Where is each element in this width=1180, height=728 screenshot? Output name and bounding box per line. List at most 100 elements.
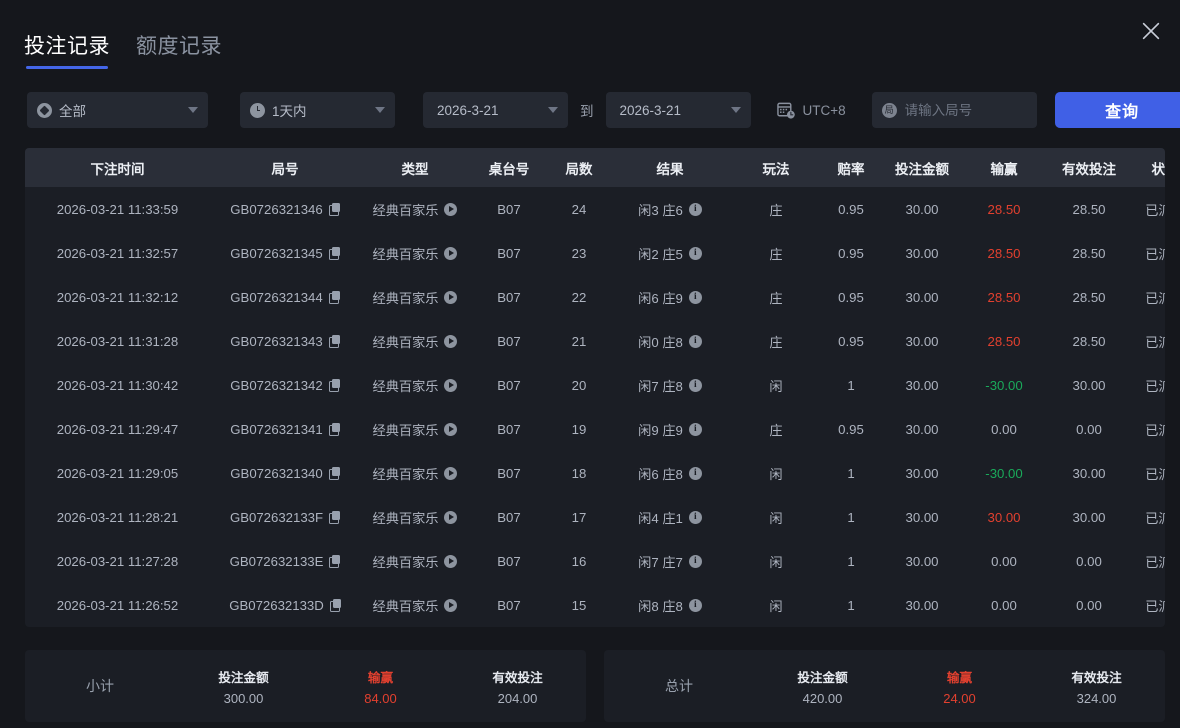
play-icon[interactable] (444, 378, 458, 392)
copy-icon[interactable] (328, 247, 340, 260)
cell-valid-bet: 30.00 (1072, 509, 1106, 525)
game-type-text: 经典百家乐 (372, 246, 439, 262)
cell-game-count: 19 (571, 421, 587, 437)
copy-icon[interactable] (329, 511, 341, 524)
copy-icon[interactable] (329, 555, 341, 568)
info-icon[interactable]: i (688, 334, 702, 348)
cell-table-no: B07 (497, 465, 521, 481)
cell-winloss: 28.50 (987, 201, 1021, 217)
table-row[interactable]: 2026-03-21 11:30:42 GB0726321342 经典百家乐 B07 2… (25, 363, 1165, 407)
close-icon (1142, 22, 1160, 40)
play-icon[interactable] (444, 598, 458, 612)
table-row[interactable]: 2026-03-21 11:31:28 GB0726321343 经典百家乐 B07 2… (25, 319, 1165, 363)
tab-betting-records-label: 投注记录 (24, 35, 110, 58)
summary-footer: 小计 投注金额 300.00 输赢 84.00 有效投注 204.00 总计 (25, 650, 1165, 722)
spade-circle-icon (37, 102, 52, 118)
round-search-box[interactable]: 局 (871, 92, 1037, 128)
total-card: 总计 投注金额 420.00 输赢 24.00 有效投注 324.00 (604, 650, 1165, 722)
close-button[interactable] (1134, 14, 1168, 48)
cell-time: 2026-03-21 11:29:05 (56, 465, 179, 481)
result-text: 闲0 庄8 (638, 334, 683, 350)
query-button[interactable]: 查询 (1054, 92, 1180, 128)
cell-valid-bet: 30.00 (1072, 377, 1106, 393)
game-type-select[interactable]: 全部 (27, 92, 208, 128)
cell-status: 已派彩 (1145, 510, 1165, 526)
result-text: 闲6 庄8 (638, 466, 683, 482)
copy-icon[interactable] (329, 599, 341, 612)
cell-play-type: 闲 (769, 598, 783, 614)
game-type-text: 经典百家乐 (372, 554, 439, 570)
cell-table-no: B07 (497, 509, 521, 525)
copy-icon[interactable] (328, 203, 340, 216)
cell-type: 经典百家乐 (360, 231, 470, 275)
game-type-value: 全部 (59, 104, 86, 119)
table-row[interactable]: 2026-03-21 11:26:52 GB072632133D 经典百家乐 B07 1… (25, 583, 1165, 627)
play-icon[interactable] (444, 246, 458, 260)
tab-credit-records[interactable]: 额度记录 (136, 30, 222, 69)
tab-betting-records[interactable]: 投注记录 (24, 30, 110, 69)
play-icon[interactable] (444, 202, 458, 216)
date-from-select[interactable]: 2026-3-21 (423, 92, 568, 128)
info-icon[interactable]: i (688, 598, 702, 612)
table-row[interactable]: 2026-03-21 11:28:21 GB072632133F 经典百家乐 B07 1… (25, 495, 1165, 539)
game-type-text: 经典百家乐 (372, 422, 439, 438)
play-icon[interactable] (444, 466, 458, 480)
copy-icon[interactable] (328, 379, 340, 392)
round-number-text: GB0726321342 (230, 377, 323, 393)
table-row[interactable]: 2026-03-21 11:29:05 GB0726321340 经典百家乐 B07 1… (25, 451, 1165, 495)
cell-table-no: B07 (497, 377, 521, 393)
cell-type: 经典百家乐 (360, 495, 470, 539)
copy-icon[interactable] (328, 335, 340, 348)
total-winloss-value: 24.00 (943, 690, 976, 706)
cell-valid-bet: 30.00 (1072, 465, 1106, 481)
cell-valid-bet: 28.50 (1072, 201, 1106, 217)
table-row[interactable]: 2026-03-21 11:32:57 GB0726321345 经典百家乐 B07 2… (25, 231, 1165, 275)
cell-round: GB0726321343 (210, 319, 360, 363)
cell-result: 闲3 庄6 i (610, 187, 730, 231)
info-icon[interactable]: i (688, 202, 702, 216)
cell-winloss: 30.00 (987, 509, 1021, 525)
info-icon[interactable]: i (688, 290, 702, 304)
table-row[interactable]: 2026-03-21 11:33:59 GB0726321346 经典百家乐 B07 2… (25, 187, 1165, 231)
cell-play-type: 庄 (769, 202, 783, 218)
cell-table-no: B07 (497, 201, 521, 217)
subtotal-card: 小计 投注金额 300.00 输赢 84.00 有效投注 204.00 (25, 650, 586, 722)
round-search-input[interactable] (904, 102, 1027, 118)
cell-bet-amount: 30.00 (905, 465, 939, 481)
time-range-select[interactable]: 1天内 (240, 92, 395, 128)
info-icon[interactable]: i (688, 554, 702, 568)
cell-type: 经典百家乐 (360, 407, 470, 451)
cell-valid-bet: 28.50 (1072, 245, 1106, 261)
game-type-text: 经典百家乐 (372, 466, 439, 482)
play-icon[interactable] (444, 334, 458, 348)
copy-icon[interactable] (328, 423, 340, 436)
table-row[interactable]: 2026-03-21 11:27:28 GB072632133E 经典百家乐 B07 1… (25, 539, 1165, 583)
play-icon[interactable] (444, 510, 458, 524)
info-icon[interactable]: i (688, 378, 702, 392)
play-icon[interactable] (444, 554, 458, 568)
table-row[interactable]: 2026-03-21 11:32:12 GB0726321344 经典百家乐 B07 2… (25, 275, 1165, 319)
round-number-text: GB072632133D (229, 597, 324, 613)
info-icon[interactable]: i (688, 246, 702, 260)
copy-icon[interactable] (328, 467, 340, 480)
game-type-text: 经典百家乐 (372, 378, 439, 394)
date-to-select[interactable]: 2026-3-21 (605, 92, 751, 128)
info-icon[interactable]: i (688, 510, 702, 524)
play-icon[interactable] (444, 422, 458, 436)
cell-winloss: 28.50 (987, 333, 1021, 349)
round-number-text: GB0726321344 (230, 289, 323, 305)
cell-valid-bet: 0.00 (1076, 421, 1102, 437)
subtotal-valid-bet-value: 204.00 (497, 690, 538, 706)
table-row[interactable]: 2026-03-21 11:29:47 GB0726321341 经典百家乐 B07 1… (25, 407, 1165, 451)
cell-bet-amount: 30.00 (905, 201, 939, 217)
total-bet-amount: 投注金额 420.00 (754, 667, 891, 706)
info-icon[interactable]: i (688, 422, 702, 436)
game-type-text: 经典百家乐 (372, 510, 439, 526)
game-type-text: 经典百家乐 (372, 334, 439, 350)
info-icon[interactable]: i (688, 466, 702, 480)
play-icon[interactable] (444, 290, 458, 304)
cell-odds: 0.95 (838, 245, 864, 261)
cell-play-type: 闲 (769, 510, 783, 526)
column-header-result: 结果 (656, 161, 684, 177)
copy-icon[interactable] (328, 291, 340, 304)
